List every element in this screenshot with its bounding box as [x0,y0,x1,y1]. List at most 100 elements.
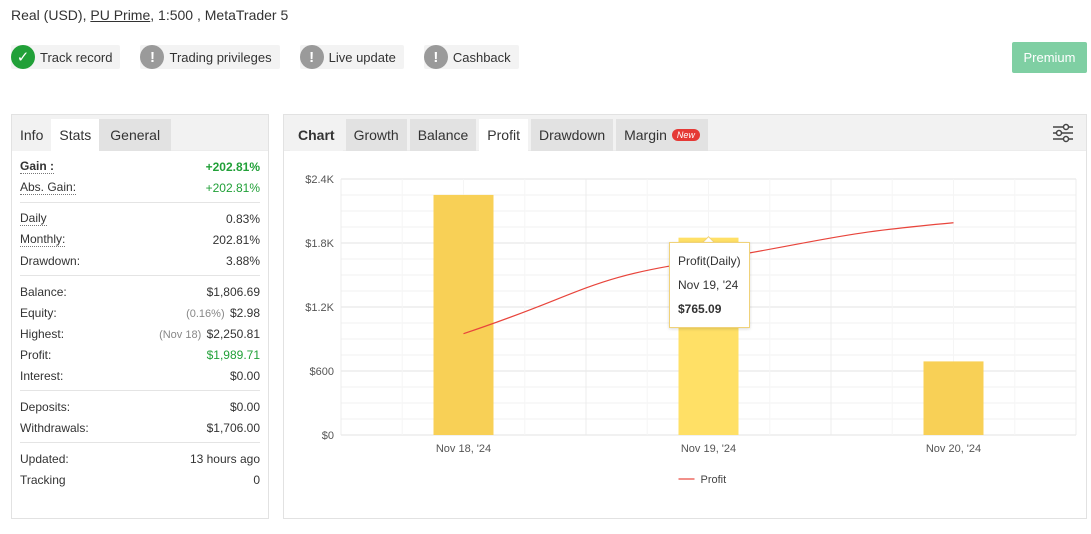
y-tick-label: $1.2K [305,302,334,314]
badge-cashback[interactable]: ! Cashback [423,45,519,69]
tooltip-value: $765.09 [678,302,722,316]
badge-label: Cashback [452,49,511,65]
stats-panel: Info Stats General Gain : +202.81% Abs. … [11,114,269,519]
badge-track-record[interactable]: ✓ Track record [11,45,121,69]
legend-label: Profit [701,474,727,486]
exclamation-icon: ! [140,45,165,69]
y-tick-label: $600 [310,366,334,378]
stat-label: Interest: [20,368,64,383]
y-tick-label: $0 [322,430,334,442]
stat-label[interactable]: Gain : [20,158,55,174]
stat-value: (Nov 18) $2,250.81 [159,327,260,341]
stat-label: Withdrawals: [20,420,89,435]
stat-tracking: Tracking 0 [20,469,260,490]
stat-value: $1,706.00 [206,420,260,435]
verification-badges: ✓ Track record ! Trading privileges ! Li… [11,45,519,69]
stat-label: Equity: [20,305,57,320]
stat-value: 13 hours ago [189,451,260,466]
tab-balance[interactable]: Balance [409,119,477,151]
stat-group-meta: Updated: 13 hours ago Tracking 0 [20,443,260,494]
tab-growth[interactable]: Growth [345,119,407,151]
y-tick-label: $1.8K [305,238,334,250]
new-badge: New [671,129,700,141]
stat-note: (0.16%) [186,307,225,320]
tab-margin-label: Margin [624,127,667,143]
stat-monthly: Monthly: 202.81% [20,229,260,250]
tab-stats[interactable]: Stats [51,119,100,151]
x-tick-label: Nov 18, '24 [436,443,491,455]
y-tick-label: $2.4K [305,174,334,186]
stat-label[interactable]: Daily [20,210,47,226]
tab-margin[interactable]: Margin New [616,119,708,151]
settings-sliders-icon[interactable] [1052,123,1074,143]
stat-value: +202.81% [205,180,260,195]
tab-profit[interactable]: Profit [479,119,528,151]
account-info: Real (USD), PU Prime, 1:500 , MetaTrader… [11,7,288,23]
tooltip-date: Nov 19, '24 [678,278,739,292]
stat-value: (0.16%) $2.98 [186,306,260,320]
stat-value: $0.00 [229,399,260,414]
exclamation-icon: ! [299,45,324,69]
tab-drawdown[interactable]: Drawdown [530,119,614,151]
badge-label: Live update [328,49,396,65]
stat-label: Tracking [20,472,66,487]
stat-group-rates: Daily 0.83% Monthly: 202.81% Drawdown: 3… [20,203,260,276]
stat-label[interactable]: Monthly: [20,231,66,247]
x-tick-label: Nov 19, '24 [681,443,736,455]
tab-chart[interactable]: Chart [290,119,343,151]
badge-trading-privileges[interactable]: ! Trading privileges [140,45,280,69]
stat-group-balance: Balance: $1,806.69 Equity: (0.16%) $2.98… [20,276,260,391]
bar [923,361,984,435]
account-type: Real (USD), [11,7,87,23]
stat-label: Balance: [20,284,67,299]
badge-label: Trading privileges [169,49,272,65]
badge-live-update[interactable]: ! Live update [299,45,404,69]
stat-group-transfers: Deposits: $0.00 Withdrawals: $1,706.00 [20,391,260,443]
stat-number: $2,250.81 [206,326,260,341]
stat-number: $2.98 [229,305,260,320]
stat-value: 0 [253,472,260,487]
stat-value: $1,989.71 [206,347,260,362]
tooltip-title: Profit(Daily) [678,254,741,268]
broker-link[interactable]: PU Prime [90,7,151,23]
stat-value: 202.81% [212,232,260,247]
stat-withdrawals: Withdrawals: $1,706.00 [20,417,260,438]
stat-abs-gain: Abs. Gain: +202.81% [20,177,260,198]
chart-tooltip: Profit(Daily) Nov 19, '24 $765.09 [669,242,750,328]
stat-balance: Balance: $1,806.69 [20,281,260,302]
stat-equity: Equity: (0.16%) $2.98 [20,302,260,323]
stat-label: Updated: [20,451,69,466]
stat-label: Deposits: [20,399,71,414]
stat-value: +202.81% [205,159,260,174]
stats-tabbar: Info Stats General [12,115,268,151]
badge-label: Track record [40,49,113,65]
stat-value: $0.00 [229,368,260,383]
tab-general[interactable]: General [99,119,172,151]
stat-label[interactable]: Abs. Gain: [20,179,77,195]
chart-panel: Chart Growth Balance Profit Drawdown Mar… [283,114,1087,519]
stat-updated: Updated: 13 hours ago [20,448,260,469]
stat-label: Highest: [20,326,65,341]
chart-tabbar: Chart Growth Balance Profit Drawdown Mar… [284,115,1086,151]
stat-gain: Gain : +202.81% [20,156,260,177]
stat-highest: Highest: (Nov 18) $2,250.81 [20,323,260,344]
stat-note: (Nov 18) [159,328,202,341]
stats-list: Gain : +202.81% Abs. Gain: +202.81% Dail… [12,151,268,494]
stat-interest: Interest: $0.00 [20,365,260,386]
stat-deposits: Deposits: $0.00 [20,396,260,417]
stat-label: Profit: [20,347,52,362]
x-tick-label: Nov 20, '24 [926,443,981,455]
stat-drawdown: Drawdown: 3.88% [20,250,260,271]
stat-profit: Profit: $1,989.71 [20,344,260,365]
stat-value: 3.88% [225,253,260,268]
stat-group-gain: Gain : +202.81% Abs. Gain: +202.81% [20,151,260,203]
tab-info[interactable]: Info [12,119,52,151]
stat-value: 0.83% [225,211,260,226]
profit-chart: $0 $600 $1.2K $1.8K $2.4K Nov 18, '24 Nov 19, … [305,174,1077,486]
premium-button[interactable]: Premium [1012,42,1087,73]
stat-value: $1,806.69 [206,284,260,299]
stat-label: Drawdown: [20,253,81,268]
stat-daily: Daily 0.83% [20,208,260,229]
account-details: , 1:500 , MetaTrader 5 [150,7,289,23]
check-icon: ✓ [11,45,35,69]
